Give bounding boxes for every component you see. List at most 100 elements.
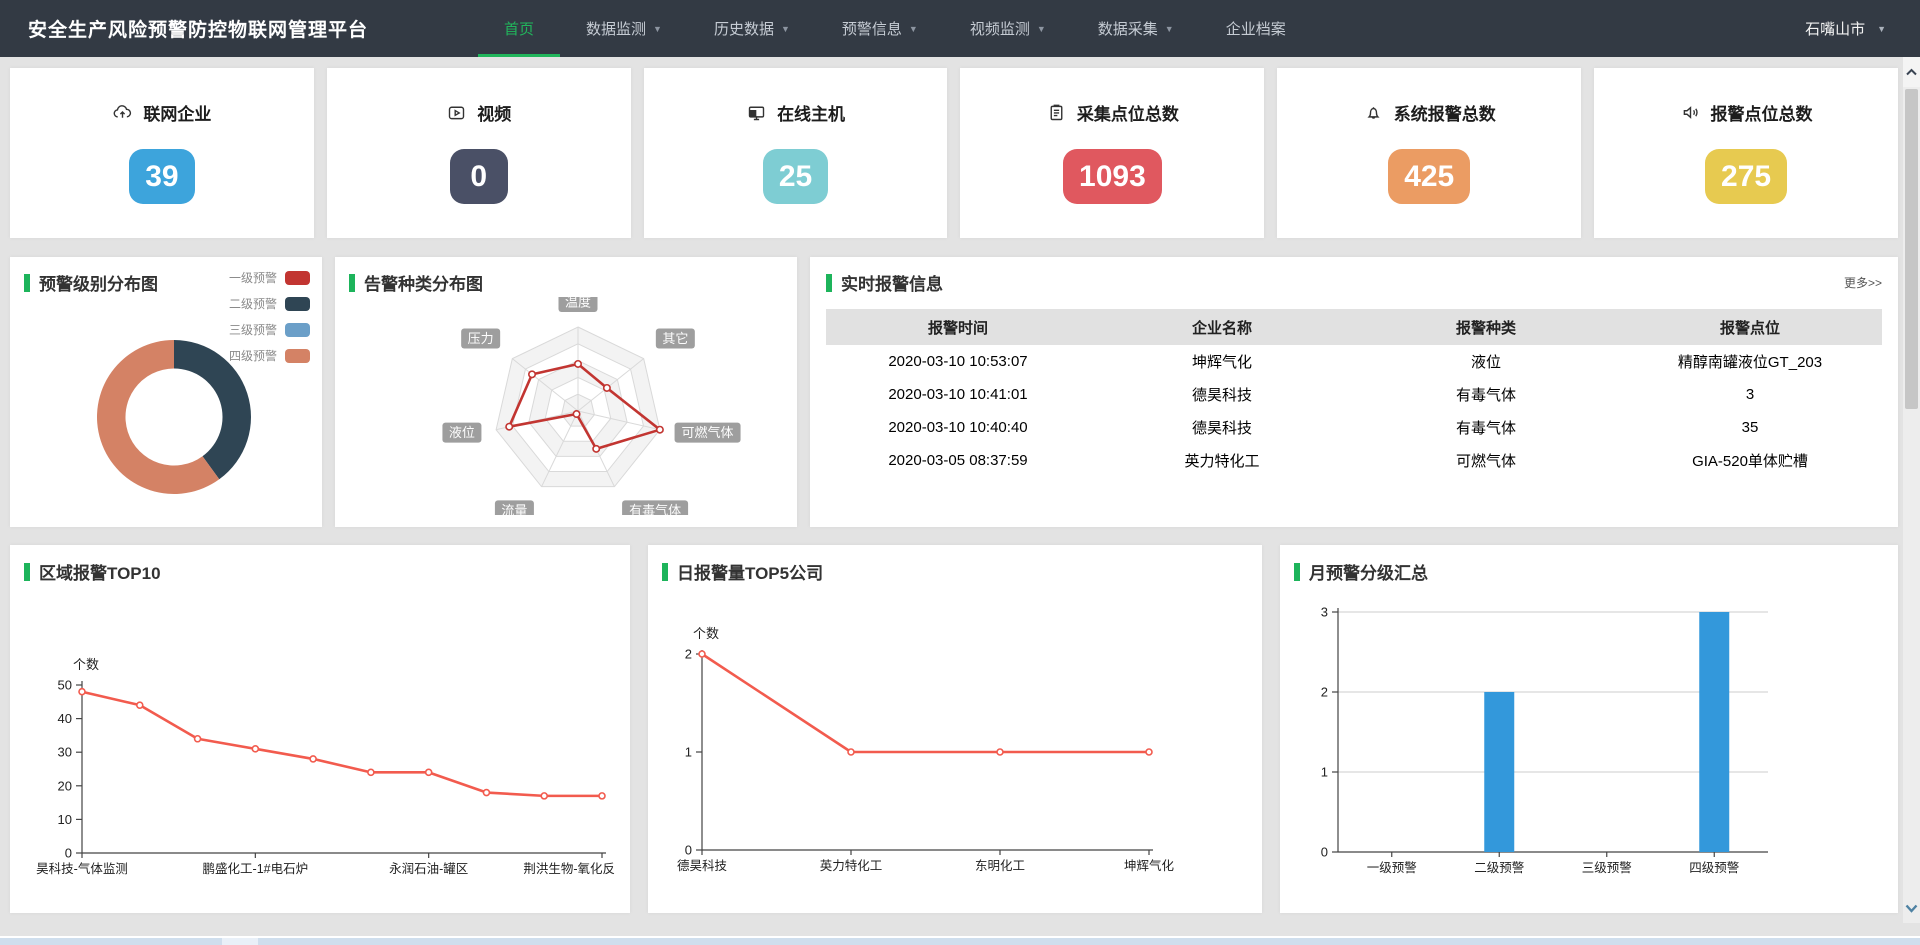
stat-card-title: 系统报警总数: [1277, 100, 1581, 125]
clipboard-icon: [1050, 104, 1063, 121]
monitor-icon: [748, 106, 765, 121]
region-top10-panel: 区域报警TOP10 0 10 20 30 40 50 个数 昊科技-气体监测 鹏盛化工-1#电石…: [10, 545, 630, 913]
svg-text:压力: 压力: [468, 331, 494, 346]
cell-point: 精醇南罐液位GT_203: [1677, 354, 1823, 371]
table-row[interactable]: 2020-03-10 10:53:07 坤辉气化 液位 精醇南罐液位GT_203: [826, 345, 1882, 378]
legend-swatch: [285, 348, 310, 363]
svg-text:永润石油-罐区: 永润石油-罐区: [389, 862, 468, 876]
svg-text:20: 20: [58, 778, 72, 793]
svg-text:一级预警: 一级预警: [1367, 860, 1417, 875]
svg-text:荆洪生物-氧化反: 荆洪生物-氧化反: [523, 862, 615, 876]
cell-company: 坤辉气化: [1191, 354, 1252, 371]
radar-axis-label: 其它: [655, 328, 695, 349]
legend-item[interactable]: 一级预警: [229, 269, 310, 286]
stat-card-collection-points: 采集点位总数 1093: [960, 68, 1265, 238]
cell-point: 3: [1745, 386, 1755, 403]
legend-item[interactable]: 二级预警: [229, 295, 310, 312]
stat-label: 联网企业: [143, 105, 212, 124]
stat-label: 在线主机: [777, 105, 846, 124]
svg-text:四级预警: 四级预警: [1689, 860, 1739, 875]
donut-legend: 一级预警 二级预警 三级预警 四级预警: [229, 269, 310, 373]
nav-item-label: 数据监测: [586, 21, 647, 38]
legend-item[interactable]: 三级预警: [229, 321, 310, 338]
chevron-down-icon: ▼: [653, 23, 662, 34]
stat-value-badge: 1093: [1063, 149, 1162, 204]
radar-axis-label: 流量: [494, 500, 534, 515]
svg-text:昊科技-气体监测: 昊科技-气体监测: [36, 861, 128, 876]
panel-title-text: 实时报警信息: [841, 275, 943, 294]
stat-value-badge: 39: [129, 149, 195, 204]
realtime-alarm-table: 报警时间 企业名称 报警种类 报警点位 2020-03-10 10:53:07 …: [826, 309, 1882, 477]
radar-axis-label: 压力: [461, 328, 501, 349]
dashboard: 联网企业 39 视频 0 在线主机 25 采集点位总: [10, 68, 1898, 913]
legend-label: 二级预警: [228, 297, 277, 311]
legend-label: 四级预警: [228, 349, 277, 363]
cell-time: 2020-03-05 08:37:59: [888, 452, 1028, 469]
video-icon: [449, 106, 465, 120]
stat-card-title: 视频: [327, 100, 631, 125]
region-selector[interactable]: 石嘴山市 ▼: [1805, 18, 1886, 39]
legend-item[interactable]: 四级预警: [229, 347, 310, 364]
svg-text:30: 30: [58, 745, 72, 760]
cell-point: 35: [1741, 419, 1759, 436]
scroll-down-button[interactable]: [1903, 893, 1920, 923]
nav-item-home[interactable]: 首页: [478, 0, 561, 57]
svg-text:0: 0: [685, 843, 692, 858]
bell-icon: [1367, 107, 1380, 119]
cell-point: GIA-520单体贮槽: [1692, 453, 1808, 470]
nav-item-label: 企业档案: [1225, 21, 1286, 38]
svg-text:1: 1: [1321, 765, 1328, 780]
chevron-down-icon: ▼: [1877, 23, 1886, 34]
svg-text:个数: 个数: [693, 626, 719, 641]
stat-label: 报警点位总数: [1710, 105, 1813, 124]
svg-text:德昊科技: 德昊科技: [677, 858, 728, 873]
nav-item-warning-info[interactable]: 预警信息 ▼: [816, 0, 944, 57]
stat-value-badge: 0: [449, 149, 508, 204]
radar-axis-label: 有毒气体: [622, 500, 689, 515]
panel-title-text: 告警种类分布图: [364, 275, 483, 294]
panel-title: 实时报警信息: [826, 270, 1882, 295]
stat-value-badge: 25: [762, 149, 829, 204]
nav-item-data-collect[interactable]: 数据采集 ▼: [1072, 0, 1200, 57]
app-title: 安全生产风险预警防控物联网管理平台: [28, 20, 369, 41]
stat-card-connected-enterprises: 联网企业 39: [10, 68, 314, 238]
svg-text:0: 0: [1321, 845, 1328, 860]
stat-card-title: 联网企业: [10, 100, 314, 125]
nav-item-label: 预警信息: [841, 21, 902, 38]
cloud-upload-icon: [114, 105, 132, 118]
cell-time: 2020-03-10 10:53:07: [888, 353, 1028, 370]
taskbar-edge: [0, 936, 1920, 945]
nav-item-enterprise-archive[interactable]: 企业档案: [1200, 0, 1312, 57]
stat-label: 视频: [477, 105, 512, 124]
panel-title: 告警种类分布图: [349, 270, 783, 295]
stat-label: 系统报警总数: [1393, 105, 1496, 124]
nav-item-label: 首页: [504, 21, 535, 38]
warning-level-panel: 预警级别分布图 一级预警 二级预警 三级预警 四级预警: [10, 257, 322, 527]
table-row[interactable]: 2020-03-10 10:40:40 德昊科技 有毒气体 35: [826, 411, 1882, 444]
stat-label: 采集点位总数: [1076, 105, 1179, 124]
chevron-down-icon: ▼: [780, 23, 790, 34]
more-link[interactable]: 更多>>: [1843, 276, 1882, 290]
cell-time: 2020-03-10 10:40:40: [888, 419, 1028, 436]
nav-item-video-monitor[interactable]: 视频监测 ▼: [944, 0, 1072, 57]
nav-item-data-monitor[interactable]: 数据监测 ▼: [560, 0, 688, 57]
svg-text:温度: 温度: [565, 297, 591, 310]
scroll-up-button[interactable]: [1903, 57, 1920, 87]
table-row[interactable]: 2020-03-05 08:37:59 英力特化工 可燃气体 GIA-520单体…: [826, 444, 1882, 477]
stat-card-title: 采集点位总数: [960, 100, 1264, 125]
scrollbar-thumb[interactable]: [1905, 89, 1918, 409]
table-row[interactable]: 2020-03-10 10:41:01 德昊科技 有毒气体 3: [826, 378, 1882, 411]
svg-text:50: 50: [58, 678, 72, 693]
nav-item-label: 数据采集: [1097, 21, 1158, 38]
svg-text:40: 40: [58, 711, 72, 726]
vertical-scrollbar[interactable]: [1903, 57, 1920, 923]
title-accent-bar: [826, 273, 832, 292]
svg-text:1: 1: [685, 745, 692, 760]
nav-item-history-data[interactable]: 历史数据 ▼: [688, 0, 816, 57]
table-header-row: 报警时间 企业名称 报警种类 报警点位: [826, 309, 1882, 345]
legend-label: 三级预警: [228, 323, 277, 337]
chevron-down-icon: [1905, 904, 1918, 913]
svg-text:其它: 其它: [662, 331, 688, 346]
